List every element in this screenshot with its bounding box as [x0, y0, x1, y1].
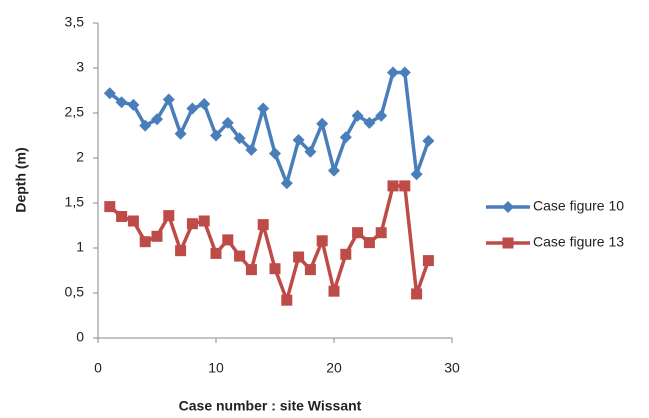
marker: [269, 263, 281, 275]
marker: [127, 98, 140, 111]
marker: [375, 227, 387, 239]
marker: [422, 134, 435, 147]
marker: [245, 143, 258, 156]
marker: [375, 109, 388, 122]
marker: [104, 201, 116, 213]
marker: [151, 230, 163, 242]
marker: [221, 116, 234, 129]
marker: [233, 132, 246, 145]
marker: [174, 127, 187, 140]
marker: [387, 66, 399, 79]
marker: [115, 96, 128, 109]
marker: [210, 129, 222, 142]
legend-label: Case figure 13: [533, 234, 624, 250]
marker: [280, 177, 293, 190]
y-tick-label: 1: [76, 239, 84, 255]
marker: [175, 245, 187, 257]
marker: [222, 234, 234, 246]
x-tick-label: 20: [326, 360, 342, 376]
marker: [387, 180, 399, 192]
marker: [151, 113, 163, 126]
marker: [245, 264, 257, 276]
marker: [257, 219, 269, 231]
marker: [328, 164, 340, 177]
marker: [340, 248, 352, 260]
marker: [162, 93, 175, 106]
marker: [304, 145, 317, 158]
marker: [363, 116, 376, 129]
marker: [410, 168, 423, 181]
x-axis-title: Case number : site Wissant: [179, 398, 362, 414]
y-tick-label: 2: [76, 149, 84, 165]
marker: [234, 250, 246, 262]
marker: [352, 227, 364, 239]
y-tick-label: 0: [76, 329, 84, 345]
marker: [316, 117, 329, 130]
marker: [269, 147, 281, 160]
marker: [198, 215, 210, 227]
marker: [422, 255, 434, 267]
marker: [351, 109, 364, 122]
marker: [139, 236, 151, 248]
y-tick-label: 3: [76, 59, 84, 75]
marker: [186, 218, 198, 230]
y-tick-label: 3,5: [65, 14, 85, 30]
marker: [139, 119, 152, 132]
marker: [103, 87, 116, 100]
legend-label: Case figure 10: [533, 198, 624, 214]
marker: [363, 237, 375, 249]
marker: [293, 251, 305, 263]
marker: [116, 211, 128, 222]
series-line: [108, 184, 431, 302]
marker: [316, 235, 328, 247]
marker: [186, 102, 199, 115]
marker: [292, 134, 305, 146]
marker: [163, 210, 175, 222]
y-tick-label: 0,5: [65, 284, 85, 300]
marker: [411, 288, 423, 300]
y-axis-title: Depth (m): [13, 147, 29, 212]
marker: [339, 131, 352, 144]
marker: [304, 264, 316, 276]
x-tick-label: 10: [208, 360, 224, 376]
marker: [127, 215, 139, 227]
marker: [328, 285, 340, 297]
x-tick-label: 0: [94, 360, 102, 376]
marker: [210, 247, 222, 259]
marker: [502, 201, 514, 213]
y-tick-label: 1,5: [65, 194, 85, 210]
marker: [502, 237, 514, 249]
marker: [198, 98, 211, 110]
marker: [257, 102, 270, 115]
marker: [399, 180, 411, 192]
y-tick-label: 2,5: [65, 104, 85, 120]
x-tick-label: 30: [444, 360, 460, 376]
marker: [398, 66, 411, 79]
marker: [281, 294, 293, 306]
series-line: [108, 70, 431, 185]
